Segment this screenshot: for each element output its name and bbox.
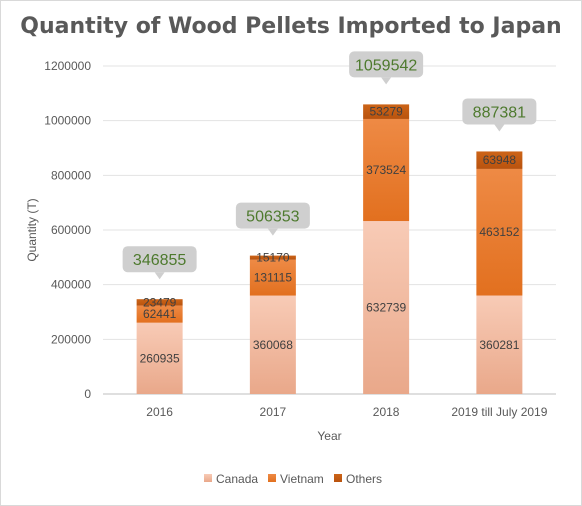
x-tick-label: 2019 till July 2019 — [451, 405, 547, 419]
legend-label-canada: Canada — [216, 472, 258, 486]
x-tick-label: 2016 — [146, 405, 173, 419]
y-tick-label: 800000 — [51, 168, 91, 182]
bar-segment-others — [136, 299, 183, 306]
total-callout-pointer — [494, 124, 505, 132]
bar-segment-canada — [249, 295, 296, 394]
x-tick-label: 2018 — [373, 405, 400, 419]
chart-title: Quantity of Wood Pellets Imported to Jap… — [20, 14, 562, 39]
data-label-vietnam: 463152 — [479, 225, 519, 239]
total-callout — [122, 246, 197, 273]
data-label-canada: 360281 — [479, 338, 519, 352]
data-label-canada: 632739 — [366, 301, 406, 315]
total-callout-pointer — [267, 228, 278, 236]
y-tick-label: 1000000 — [44, 114, 91, 128]
data-label-canada: 360068 — [253, 338, 293, 352]
x-axis-title: Year — [317, 429, 341, 443]
y-tick-label: 600000 — [51, 223, 91, 237]
y-tick-label: 200000 — [51, 332, 91, 346]
y-axis-title: Quantity (T) — [25, 198, 39, 261]
legend-label-others: Others — [346, 472, 382, 486]
bar-segment-canada — [476, 295, 523, 394]
total-label: 887381 — [473, 104, 526, 121]
data-label-canada: 260935 — [140, 351, 180, 365]
total-label: 346855 — [133, 252, 186, 269]
y-tick-label: 400000 — [51, 278, 91, 292]
total-label: 506353 — [246, 209, 299, 226]
legend-swatch-canada — [204, 474, 212, 482]
legend: Canada Vietnam Others — [204, 472, 382, 486]
data-label-vietnam: 373524 — [366, 163, 406, 177]
data-label-others: 53279 — [369, 105, 403, 119]
bar-segment-vietnam — [136, 305, 183, 323]
bar-segment-others — [476, 151, 523, 169]
bar-segment-others — [363, 104, 410, 119]
total-callout-pointer — [154, 272, 165, 280]
total-callout-pointer — [381, 77, 392, 85]
bar-segment-vietnam — [363, 118, 410, 222]
data-label-vietnam: 62441 — [143, 307, 177, 321]
y-tick-label: 1200000 — [44, 59, 91, 73]
bar-segment-others — [249, 255, 296, 260]
data-label-others: 23479 — [143, 295, 177, 309]
data-label-vietnam: 131115 — [254, 271, 293, 285]
y-tick-label: 0 — [84, 387, 91, 401]
legend-swatch-others — [334, 474, 342, 482]
x-tick-label: 2017 — [260, 405, 287, 419]
total-label: 1059542 — [355, 57, 417, 74]
data-label-others: 15170 — [256, 251, 290, 265]
total-callout — [349, 51, 424, 78]
bar-segment-canada — [136, 322, 183, 394]
legend-swatch-vietnam — [268, 474, 276, 482]
total-callout — [235, 202, 310, 229]
bar-segment-vietnam — [476, 168, 523, 296]
bar-segment-vietnam — [249, 259, 296, 296]
total-callout — [462, 98, 537, 125]
data-label-others: 63948 — [483, 153, 517, 167]
bar-segment-canada — [363, 221, 410, 394]
legend-label-vietnam: Vietnam — [280, 472, 324, 486]
